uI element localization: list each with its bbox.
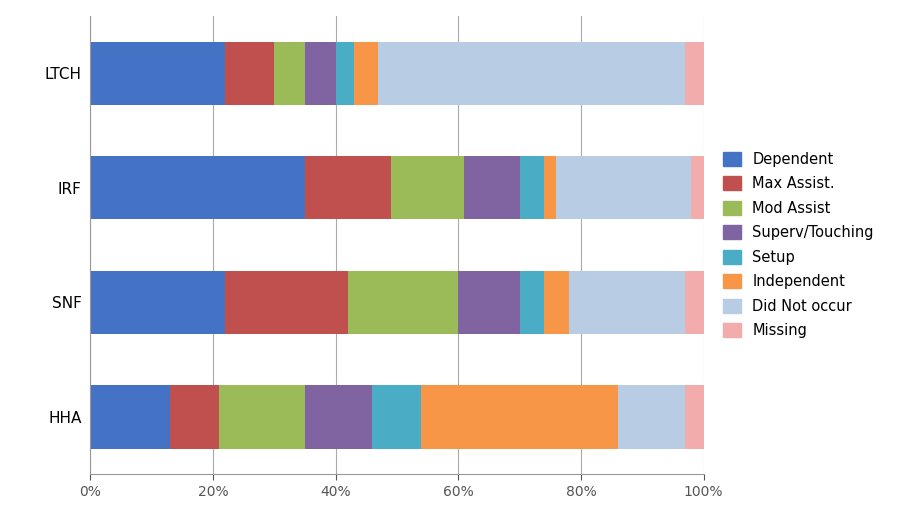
- Bar: [90, 385, 170, 448]
- Bar: [686, 42, 704, 105]
- Bar: [219, 385, 305, 448]
- Bar: [305, 42, 336, 105]
- Bar: [421, 385, 618, 448]
- Bar: [568, 271, 686, 334]
- Bar: [226, 271, 348, 334]
- Bar: [90, 271, 226, 334]
- Bar: [90, 42, 226, 105]
- Bar: [354, 42, 379, 105]
- Bar: [379, 42, 686, 105]
- Bar: [336, 42, 354, 105]
- Bar: [544, 156, 557, 219]
- Bar: [691, 156, 704, 219]
- Legend: Dependent, Max Assist., Mod Assist, Superv/Touching, Setup, Independent, Did Not: Dependent, Max Assist., Mod Assist, Supe…: [723, 152, 874, 338]
- Bar: [520, 271, 544, 334]
- Bar: [686, 271, 704, 334]
- Bar: [686, 385, 704, 448]
- Bar: [305, 385, 373, 448]
- Bar: [465, 156, 520, 219]
- Bar: [557, 156, 691, 219]
- Bar: [90, 156, 305, 219]
- Bar: [544, 271, 568, 334]
- Bar: [348, 271, 458, 334]
- Bar: [458, 271, 520, 334]
- Bar: [305, 156, 391, 219]
- Bar: [618, 385, 686, 448]
- Bar: [226, 42, 274, 105]
- Bar: [373, 385, 421, 448]
- Bar: [274, 42, 305, 105]
- Bar: [391, 156, 465, 219]
- Bar: [170, 385, 219, 448]
- Bar: [520, 156, 544, 219]
